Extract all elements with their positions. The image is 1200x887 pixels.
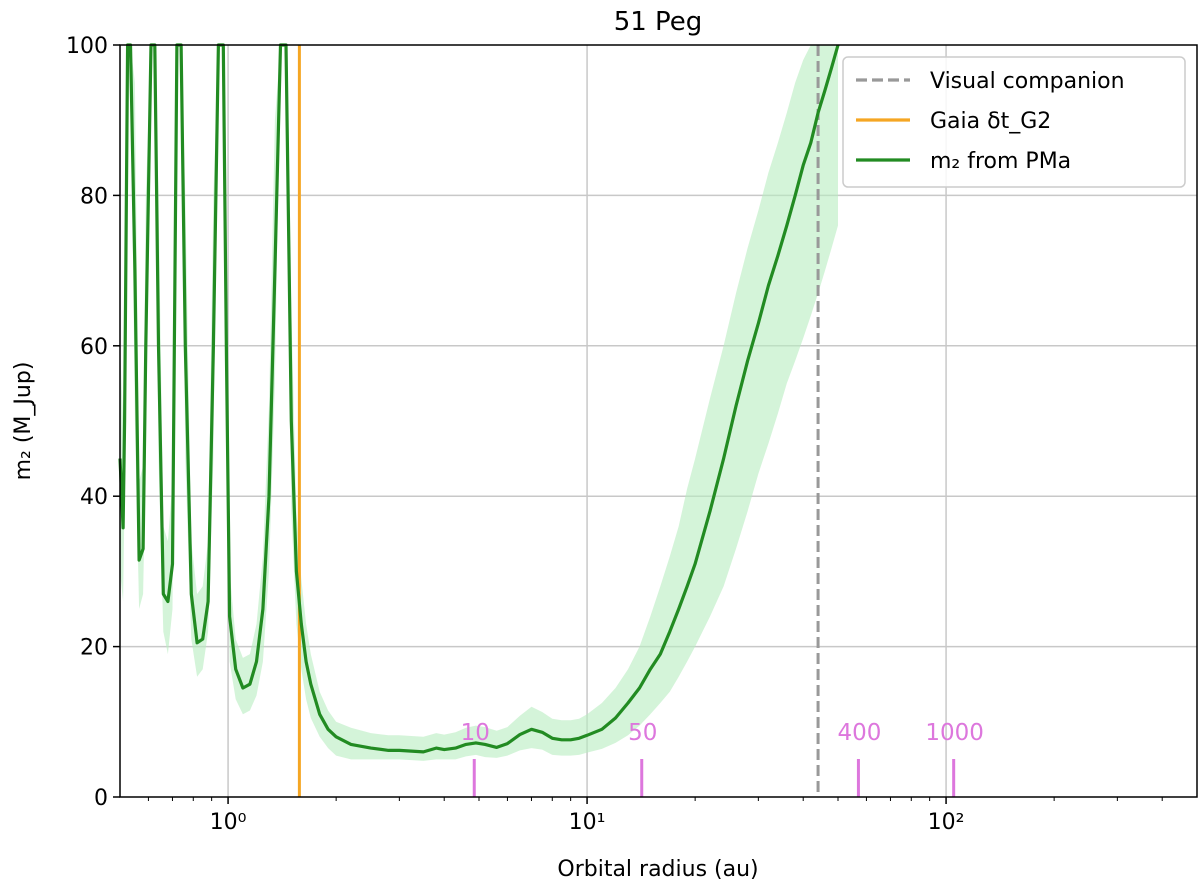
- legend: Visual companion Gaia δt_G2 m₂ from PMa: [842, 56, 1186, 188]
- y-tick-label: 0: [94, 786, 108, 811]
- chart-title: 51 Peg: [614, 7, 703, 37]
- ticks: 0 20 40 60 80 100 10⁰ 10¹ 10²: [66, 34, 1163, 835]
- x-tick-label: 10¹: [569, 810, 606, 835]
- legend-label: m₂ from PMa: [930, 149, 1071, 174]
- y-tick-label: 20: [80, 636, 108, 661]
- period-marker-label: 400: [837, 720, 881, 746]
- x-tick-label: 10²: [928, 810, 965, 835]
- pma-mass-line: [118, 43, 840, 754]
- period-markers: 10 50 400 1000: [461, 720, 984, 797]
- x-tick-label: 10⁰: [210, 810, 247, 835]
- legend-label: Visual companion: [930, 69, 1125, 94]
- legend-label: Gaia δt_G2: [930, 109, 1051, 134]
- x-axis-label: Orbital radius (au): [557, 857, 758, 882]
- period-marker-label: 1000: [925, 720, 984, 746]
- y-tick-label: 100: [66, 34, 108, 59]
- y-axis-label: m₂ (M_Jup): [11, 362, 36, 481]
- period-marker-label: 50: [628, 720, 657, 746]
- y-tick-label: 40: [80, 485, 108, 510]
- plot-frame: [119, 44, 1198, 798]
- series-lines: [118, 43, 840, 754]
- vertical-lines: [297, 45, 820, 797]
- y-tick-label: 80: [80, 184, 108, 209]
- period-marker-label: 10: [461, 720, 490, 746]
- y-tick-label: 60: [80, 335, 108, 360]
- legend-box: [842, 56, 1186, 188]
